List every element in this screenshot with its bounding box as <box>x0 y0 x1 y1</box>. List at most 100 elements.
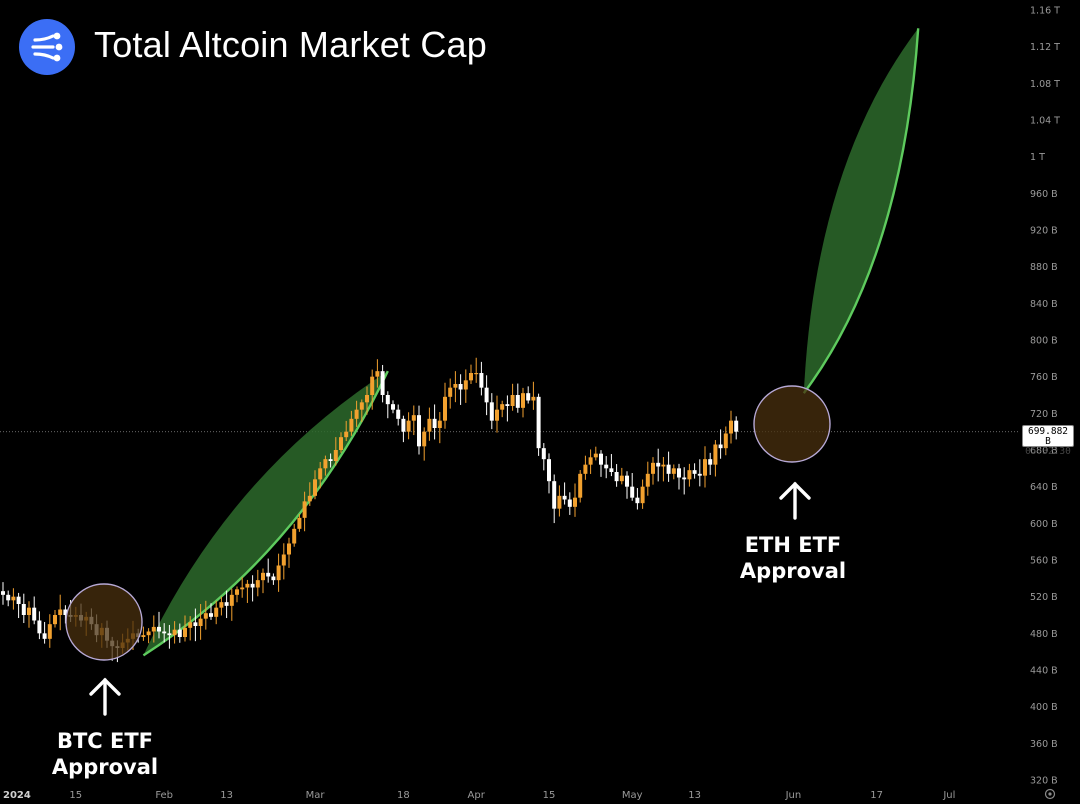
eth-annotation-line1: ETH ETF <box>744 533 842 557</box>
candle <box>157 611 161 639</box>
candle-body <box>53 615 57 625</box>
candle-body <box>599 453 603 465</box>
candle-body <box>63 609 68 615</box>
candle-body <box>427 418 432 432</box>
candle <box>359 399 364 423</box>
chart-settings-gear-icon[interactable] <box>1044 788 1056 800</box>
candle-body <box>271 576 276 581</box>
candle-body <box>505 404 510 406</box>
candle-body <box>141 635 146 637</box>
candle <box>27 601 31 628</box>
candle-body <box>209 613 213 617</box>
candle-body <box>406 420 411 432</box>
candle <box>297 514 302 532</box>
candle-body <box>562 495 567 500</box>
candle-body <box>224 602 229 606</box>
price-axis[interactable]: 1.16 T 1.12 T 1.08 T 1.04 T 1 T 960 B 920 B 880… <box>1030 6 1060 787</box>
projection-area <box>803 28 919 394</box>
candle <box>469 364 473 385</box>
candle <box>281 543 286 580</box>
btc-annotation-line2: Approval <box>51 755 159 779</box>
candle-body <box>630 486 635 498</box>
candle-body <box>417 415 421 447</box>
x-tick-label: 18 <box>397 790 410 801</box>
candle-body <box>521 393 525 408</box>
candle <box>536 393 541 456</box>
candle-body <box>619 475 624 482</box>
rally-2024-edge <box>142 370 389 657</box>
candle <box>713 440 718 477</box>
candle <box>489 393 494 430</box>
candle-body <box>588 457 593 465</box>
x-tick-label: 2024 <box>3 790 31 801</box>
btc-etf-annotation: BTC ETF Approval <box>40 728 170 780</box>
candle <box>703 446 707 488</box>
candle <box>682 467 687 495</box>
y-tick-label: 720 B <box>1030 409 1058 420</box>
candle-body <box>151 626 156 632</box>
y-tick-label: 1.04 T <box>1030 116 1060 127</box>
candle-body <box>547 459 551 482</box>
candle-body <box>167 633 172 636</box>
candle <box>307 482 312 506</box>
candle <box>391 400 395 414</box>
candle-body <box>328 459 333 461</box>
candle <box>396 404 401 426</box>
candle-body <box>604 464 609 469</box>
candle <box>547 453 551 494</box>
candle-body <box>146 631 151 636</box>
candle-body <box>37 620 42 634</box>
event-arrows <box>89 481 811 716</box>
x-tick-label: Jun <box>785 790 802 801</box>
candle <box>500 400 505 418</box>
candle <box>271 573 276 585</box>
candle <box>11 588 16 610</box>
candle <box>479 361 484 396</box>
y-tick-label: 480 B <box>1030 629 1058 640</box>
candle-body <box>292 528 297 544</box>
y-tick-label: 960 B <box>1030 189 1058 200</box>
y-tick-label: 320 B <box>1030 776 1058 787</box>
candle-body <box>635 497 640 504</box>
candle-body <box>27 607 31 615</box>
candle-body <box>302 501 307 518</box>
candle-body <box>723 433 728 449</box>
candle <box>645 461 650 496</box>
candle-body <box>349 418 354 432</box>
candle <box>188 616 193 641</box>
brand-logo-icon <box>19 19 75 75</box>
candle <box>219 596 224 616</box>
candle <box>177 623 182 643</box>
candle-body <box>162 631 167 634</box>
candle <box>203 600 208 630</box>
candle <box>167 624 172 649</box>
candle-body <box>609 468 614 472</box>
candle-body <box>489 402 494 421</box>
candle-body <box>219 602 224 608</box>
candle-body <box>614 472 619 482</box>
candle <box>630 472 635 501</box>
time-axis[interactable]: 2024 15 Feb 13 Mar 18 Apr 15 May 13 Jun 17 Jul <box>3 790 955 801</box>
eth-arrow-up-icon <box>779 481 811 520</box>
candle-body <box>261 572 265 581</box>
candle <box>640 479 645 509</box>
candle-body <box>313 479 317 496</box>
candle-body <box>474 373 479 375</box>
y-tick-label: 680 B <box>1030 446 1058 457</box>
candle-body <box>651 462 655 474</box>
y-tick-label: 1.16 T <box>1030 6 1060 17</box>
candle-body <box>713 444 718 465</box>
candle <box>718 429 723 459</box>
candle <box>255 569 260 597</box>
candle <box>32 596 37 625</box>
candle-body <box>536 396 541 449</box>
candle <box>661 457 666 482</box>
btc-arrow-up-icon <box>89 677 121 716</box>
candle <box>21 593 26 624</box>
candle <box>47 614 52 648</box>
candle-body <box>365 395 369 403</box>
chart-title: Total Altcoin Market Cap <box>94 24 487 65</box>
candle <box>224 590 229 619</box>
candle-body <box>177 629 182 637</box>
